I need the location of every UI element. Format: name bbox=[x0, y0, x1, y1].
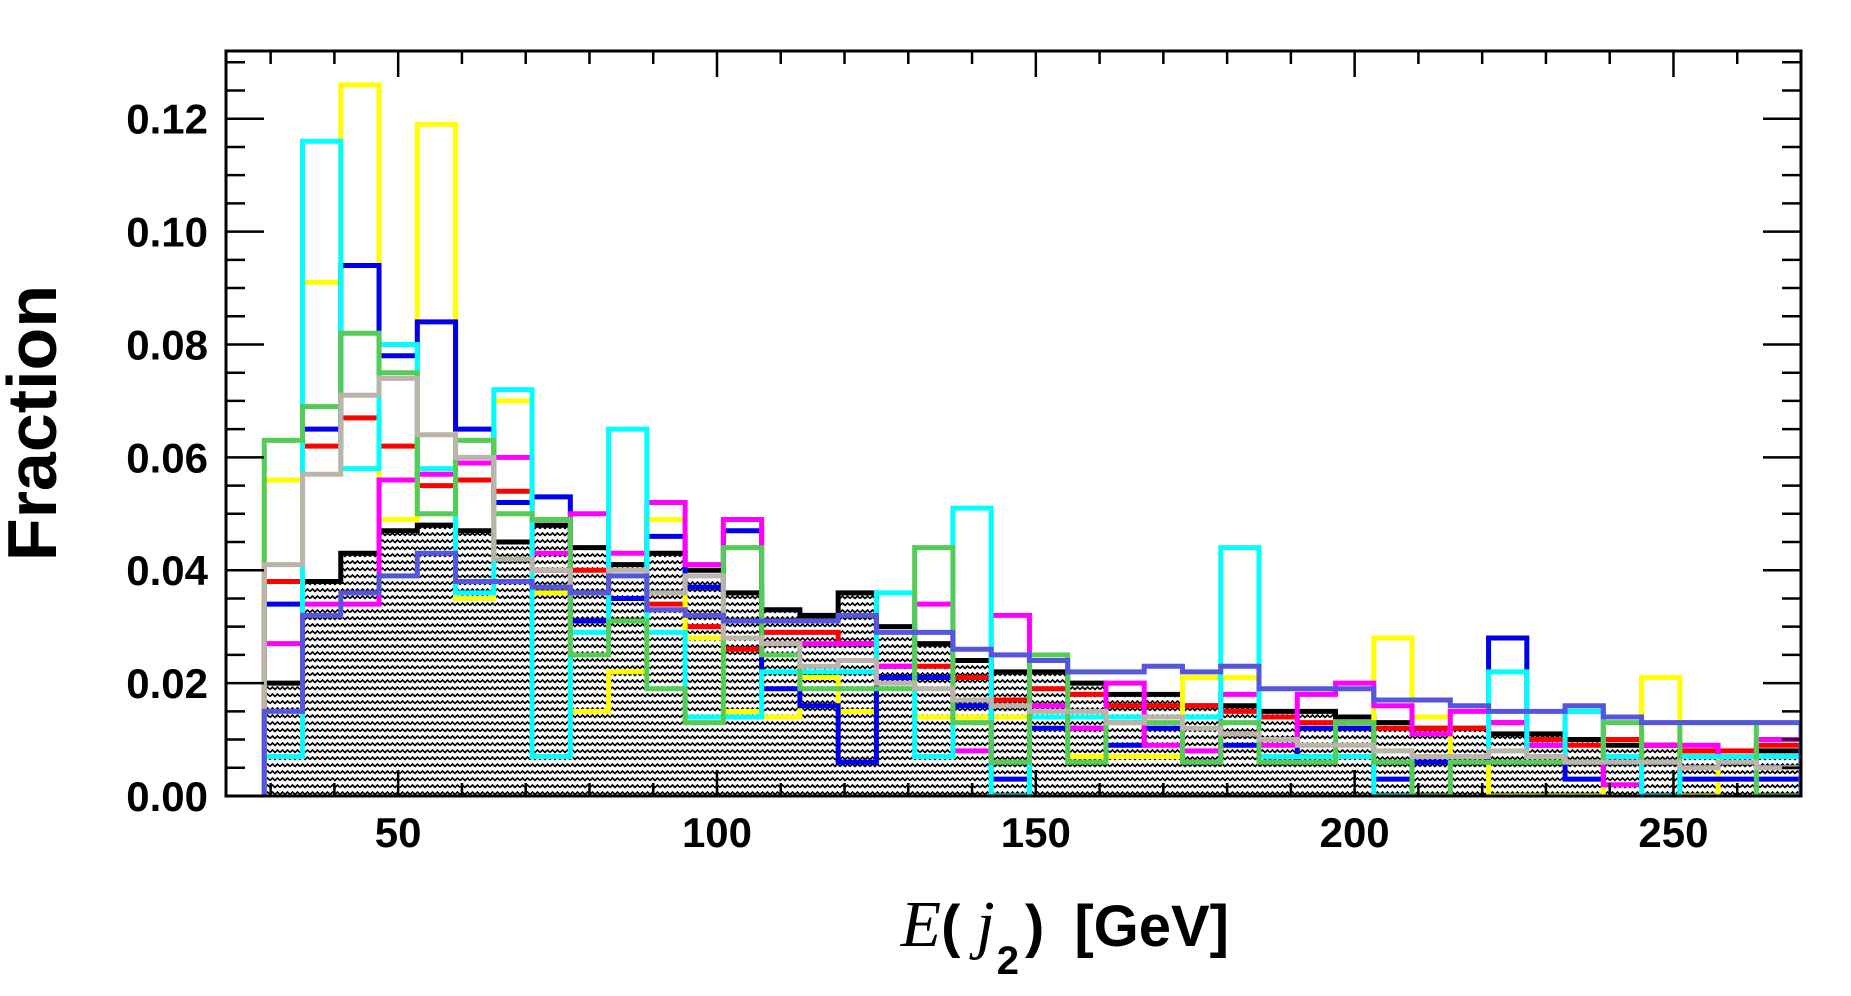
x-tick-labels: 50 100 150 200 250 bbox=[375, 809, 1709, 856]
hatched-bar bbox=[914, 643, 953, 796]
hatched-bar bbox=[1488, 733, 1527, 796]
hatched-bar bbox=[264, 683, 303, 796]
hatched-bar bbox=[417, 525, 456, 796]
y-axis-title: Fraction bbox=[0, 285, 71, 561]
x-axis-unit: [GeV] bbox=[1074, 894, 1229, 959]
series-line-8 bbox=[261, 550, 1801, 796]
x-tick-label: 250 bbox=[1638, 809, 1708, 856]
hatched-bar bbox=[493, 542, 533, 796]
x-axis-jet: j bbox=[968, 888, 994, 961]
plot-frame bbox=[224, 49, 1803, 798]
hatched-bar bbox=[1373, 722, 1413, 796]
x-axis-title: E(j2) [GeV] bbox=[900, 888, 1229, 983]
hatched-bar bbox=[723, 592, 762, 796]
x-tick-label: 200 bbox=[1320, 809, 1390, 856]
y-tick-labels: 0.00 0.02 0.04 0.06 0.08 0.10 0.12 bbox=[126, 96, 208, 820]
hatched-bar bbox=[1565, 739, 1604, 796]
y-tick-label: 0.12 bbox=[126, 96, 208, 143]
hatched-bar bbox=[646, 553, 686, 796]
x-axis-symbol: E bbox=[900, 888, 941, 961]
hatched-bar bbox=[876, 626, 915, 796]
y-tick-label: 0.04 bbox=[126, 547, 208, 594]
svg-text:E(j2)[GeV]: E(j2) [GeV] bbox=[900, 888, 1229, 983]
series-line-4 bbox=[261, 454, 1801, 796]
hatched-bar bbox=[1258, 711, 1298, 796]
hatched-bar bbox=[570, 547, 609, 796]
series-line-7 bbox=[261, 375, 1801, 796]
hatched-bar bbox=[608, 564, 647, 796]
hatched-bar bbox=[838, 592, 877, 796]
hatched-bar bbox=[379, 530, 418, 796]
y-tick-label: 0.08 bbox=[126, 321, 208, 368]
hatched-bar bbox=[455, 530, 494, 796]
x-tick-label: 100 bbox=[682, 809, 752, 856]
hatched-bar bbox=[340, 553, 380, 796]
y-tick-label: 0.10 bbox=[126, 209, 208, 256]
axis-ticks bbox=[226, 51, 1803, 798]
hatched-bar bbox=[991, 671, 1030, 796]
hatched-bar bbox=[761, 609, 800, 796]
series-line-2 bbox=[261, 82, 1801, 796]
x-tick-label: 50 bbox=[375, 809, 422, 856]
hatched-bar bbox=[685, 570, 724, 796]
hatched-bar bbox=[1220, 705, 1259, 796]
y-tick-label: 0.00 bbox=[126, 773, 208, 820]
x-axis-subscript: 2 bbox=[997, 939, 1019, 983]
x-tick-label: 150 bbox=[1001, 809, 1071, 856]
histogram-lines bbox=[261, 82, 1801, 796]
hatched-bar bbox=[1067, 683, 1106, 796]
y-tick-label: 0.06 bbox=[126, 434, 208, 481]
plot-area bbox=[261, 82, 1801, 796]
series-line-6 bbox=[261, 330, 1801, 796]
y-tick-label: 0.02 bbox=[126, 660, 208, 707]
hatched-bar bbox=[1297, 711, 1336, 796]
hatched-bar bbox=[952, 660, 992, 796]
